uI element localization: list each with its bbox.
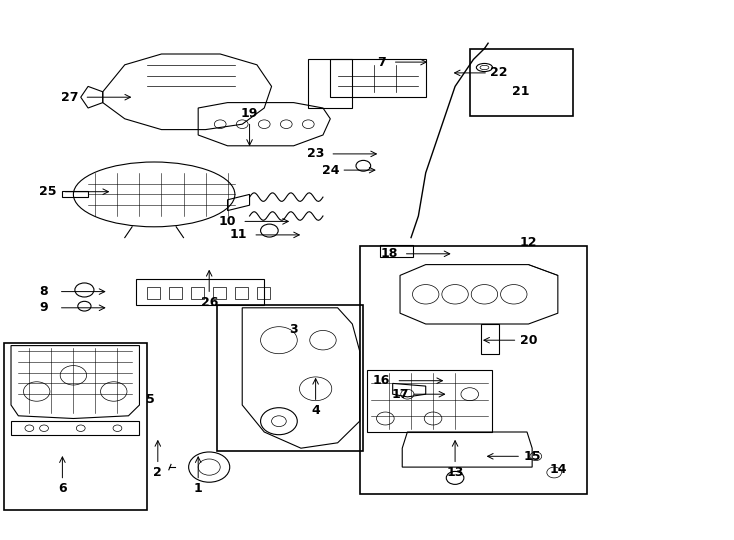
- Text: 5: 5: [146, 393, 155, 406]
- Text: 17: 17: [391, 388, 409, 401]
- Bar: [367, 370, 492, 432]
- Bar: [308, 59, 352, 108]
- Bar: [213, 287, 226, 299]
- Text: 20: 20: [520, 334, 537, 347]
- Bar: [136, 279, 264, 305]
- Text: 13: 13: [446, 466, 464, 479]
- Text: 22: 22: [490, 66, 508, 79]
- Bar: [11, 421, 139, 435]
- Bar: [191, 287, 204, 299]
- Text: 2: 2: [153, 466, 162, 479]
- Text: 4: 4: [311, 404, 320, 417]
- Bar: [169, 287, 182, 299]
- Text: 9: 9: [40, 301, 48, 314]
- Text: 14: 14: [549, 463, 567, 476]
- Bar: [147, 287, 160, 299]
- Text: 15: 15: [523, 450, 541, 463]
- Bar: [380, 245, 413, 256]
- Bar: [257, 287, 270, 299]
- Text: 7: 7: [377, 56, 386, 69]
- Text: 6: 6: [58, 482, 67, 495]
- Bar: [470, 49, 573, 116]
- Bar: [360, 246, 587, 494]
- Text: 26: 26: [200, 296, 218, 309]
- Text: 3: 3: [289, 323, 298, 336]
- Text: 8: 8: [40, 285, 48, 298]
- Bar: [481, 324, 499, 354]
- Text: 25: 25: [39, 185, 57, 198]
- Text: 12: 12: [520, 237, 537, 249]
- Text: 24: 24: [321, 164, 339, 177]
- Bar: [235, 287, 248, 299]
- Text: 19: 19: [241, 107, 258, 120]
- Text: 10: 10: [219, 215, 236, 228]
- Text: 23: 23: [307, 147, 324, 160]
- Text: 27: 27: [61, 91, 79, 104]
- Bar: [217, 305, 363, 451]
- Bar: [330, 59, 426, 97]
- Text: 18: 18: [380, 247, 398, 260]
- Text: 11: 11: [230, 228, 247, 241]
- Text: 16: 16: [373, 374, 390, 387]
- Bar: [62, 191, 88, 197]
- Bar: [4, 343, 147, 510]
- Text: 1: 1: [194, 482, 203, 495]
- Text: 21: 21: [512, 85, 530, 98]
